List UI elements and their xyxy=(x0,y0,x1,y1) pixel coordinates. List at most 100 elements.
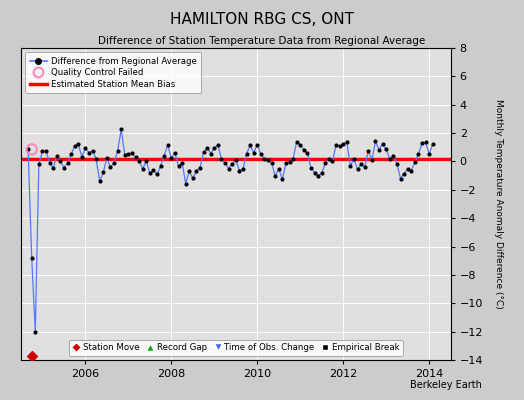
Point xyxy=(368,157,376,163)
Point xyxy=(181,180,190,187)
Point xyxy=(232,157,240,163)
Point xyxy=(389,152,398,159)
Point xyxy=(31,328,39,335)
Point xyxy=(149,167,158,173)
Point xyxy=(421,139,430,146)
Point xyxy=(28,255,36,261)
Point xyxy=(278,176,287,182)
Point xyxy=(214,142,222,148)
Point xyxy=(56,158,64,164)
Point xyxy=(24,146,32,153)
Point xyxy=(228,160,236,167)
Point xyxy=(353,166,362,172)
Point xyxy=(224,166,233,172)
Point xyxy=(185,168,193,174)
Point xyxy=(217,156,226,162)
Point xyxy=(332,142,340,148)
Point xyxy=(121,152,129,158)
Point xyxy=(339,140,347,147)
Point xyxy=(95,178,104,184)
Text: HAMILTON RBG CS, ONT: HAMILTON RBG CS, ONT xyxy=(170,12,354,27)
Point xyxy=(257,151,265,157)
Point xyxy=(178,159,186,166)
Point xyxy=(378,140,387,147)
Point xyxy=(264,157,272,164)
Point xyxy=(310,169,319,176)
Point xyxy=(418,140,426,146)
Point xyxy=(343,139,351,146)
Point xyxy=(42,148,50,154)
Point xyxy=(429,141,437,147)
Point xyxy=(35,160,43,167)
Point xyxy=(249,150,258,156)
Point xyxy=(60,165,68,171)
Point xyxy=(400,170,408,177)
Point xyxy=(135,158,144,164)
Point xyxy=(92,156,100,162)
Point xyxy=(132,154,140,160)
Point xyxy=(67,151,75,158)
Point xyxy=(243,151,251,157)
Point xyxy=(52,153,61,159)
Point xyxy=(260,156,269,162)
Point xyxy=(28,352,36,359)
Point xyxy=(382,146,390,152)
Point xyxy=(46,160,54,166)
Point xyxy=(285,158,293,165)
Point xyxy=(350,156,358,162)
Point xyxy=(289,156,297,162)
Point xyxy=(292,139,301,145)
Point xyxy=(414,151,423,158)
Point xyxy=(99,169,107,176)
Point xyxy=(189,175,197,182)
Point xyxy=(117,126,125,132)
Point xyxy=(425,151,433,157)
Point xyxy=(174,163,183,169)
Point xyxy=(329,158,337,164)
Point xyxy=(63,160,72,166)
Point xyxy=(300,146,308,153)
Point xyxy=(371,138,379,144)
Point xyxy=(267,160,276,166)
Point xyxy=(114,148,122,154)
Point xyxy=(361,164,369,170)
Point xyxy=(171,150,179,156)
Point xyxy=(146,170,154,176)
Point xyxy=(318,170,326,176)
Point xyxy=(403,166,412,172)
Point xyxy=(153,171,161,178)
Point xyxy=(49,165,58,171)
Point xyxy=(411,159,419,166)
Point xyxy=(89,148,97,154)
Point xyxy=(275,166,283,172)
Point xyxy=(206,150,215,157)
Point xyxy=(239,166,247,172)
Y-axis label: Monthly Temperature Anomaly Difference (°C): Monthly Temperature Anomaly Difference (… xyxy=(494,99,503,309)
Point xyxy=(163,142,172,148)
Point xyxy=(196,164,204,171)
Point xyxy=(142,158,150,164)
Point xyxy=(314,173,322,179)
Point xyxy=(407,167,416,174)
Point xyxy=(253,142,261,148)
Point xyxy=(221,160,230,166)
Point xyxy=(271,173,279,179)
Point xyxy=(199,149,208,155)
Point xyxy=(246,142,254,148)
Legend: Station Move, Record Gap, Time of Obs. Change, Empirical Break: Station Move, Record Gap, Time of Obs. C… xyxy=(69,340,403,356)
Point xyxy=(38,148,47,155)
Point xyxy=(307,165,315,171)
Point xyxy=(386,156,394,162)
Point xyxy=(156,163,165,169)
Point xyxy=(296,142,304,149)
Point xyxy=(203,144,211,151)
Point xyxy=(128,150,136,156)
Point xyxy=(375,147,383,153)
Point xyxy=(81,145,90,152)
Text: Berkeley Earth: Berkeley Earth xyxy=(410,380,482,390)
Point xyxy=(124,150,133,157)
Point xyxy=(160,152,168,159)
Point xyxy=(321,160,330,166)
Point xyxy=(110,160,118,166)
Point xyxy=(335,143,344,149)
